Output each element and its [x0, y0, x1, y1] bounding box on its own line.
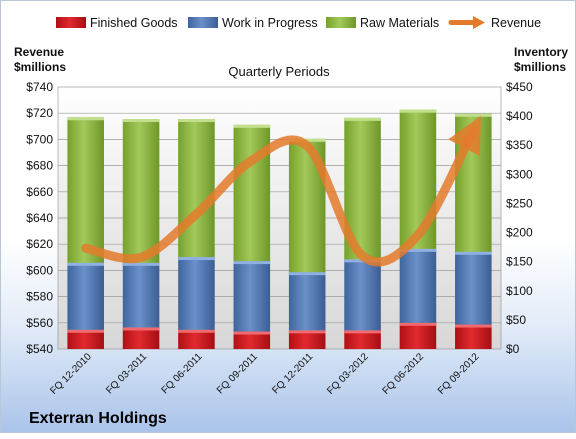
bar-top-raw-materials [178, 119, 215, 122]
bar-top-finished-goods [123, 327, 160, 330]
right-tick-label: $350 [506, 138, 533, 152]
bar-top-work-in-progress [234, 261, 271, 264]
right-tick-label: $150 [506, 255, 533, 269]
right-tick-label: $200 [506, 226, 533, 240]
left-tick-label: $540 [26, 342, 53, 356]
bar-finished-goods [455, 325, 492, 349]
left-tick-label: $660 [26, 185, 53, 199]
legend-swatch-finished-goods [56, 17, 86, 28]
x-tick-label: FQ 06-2012 [381, 351, 427, 397]
bar-top-raw-materials [400, 110, 437, 113]
right-axis-title-line2: $millions [514, 60, 566, 74]
chart-title: Quarterly Periods [228, 64, 330, 79]
bar-top-work-in-progress [289, 272, 326, 275]
bar-work-in-progress [234, 261, 271, 331]
bar-top-raw-materials [455, 114, 492, 117]
bar-top-finished-goods [67, 330, 104, 333]
bar-top-finished-goods [455, 325, 492, 328]
legend-item-raw-materials: Raw Materials [326, 16, 439, 30]
left-tick-label: $740 [26, 80, 53, 94]
bar-top-finished-goods [178, 330, 215, 333]
bar-top-raw-materials [123, 119, 160, 122]
left-tick-label: $700 [26, 132, 53, 146]
legend-item-finished-goods: Finished Goods [56, 16, 178, 30]
legend-label-work-in-progress: Work in Progress [222, 16, 318, 30]
bar-work-in-progress [455, 252, 492, 325]
x-tick-label: FQ 06-2011 [160, 351, 205, 396]
right-tick-label: $400 [506, 109, 533, 123]
bar-top-work-in-progress [67, 263, 104, 266]
left-tick-label: $580 [26, 290, 53, 304]
bar-raw-materials [234, 125, 271, 261]
left-tick-label: $560 [26, 316, 53, 330]
bar-raw-materials [67, 117, 104, 263]
bar-work-in-progress [123, 263, 160, 328]
bar-top-raw-materials [234, 125, 271, 128]
bar-finished-goods [123, 327, 160, 349]
right-tick-label: $300 [506, 167, 533, 181]
company-name: Exterran Holdings [29, 410, 167, 427]
left-axis-title-line2: $millions [14, 60, 66, 74]
right-axis-title-line1: Inventory [514, 45, 568, 59]
legend-label-finished-goods: Finished Goods [90, 16, 178, 30]
legend-arrow-revenue [473, 16, 485, 29]
bar-top-work-in-progress [123, 263, 160, 266]
right-tick-label: $100 [506, 284, 533, 298]
left-tick-label: $600 [26, 263, 53, 277]
right-tick-label: $0 [506, 342, 520, 356]
x-tick-label: FQ 09-2011 [215, 351, 260, 396]
right-tick-label: $50 [506, 313, 526, 327]
bar-top-work-in-progress [455, 252, 492, 255]
bar-top-finished-goods [289, 330, 326, 333]
left-axis-title-line1: Revenue [14, 45, 64, 59]
legend-swatch-work-in-progress [188, 17, 218, 28]
x-tick-label: FQ 12-2010 [48, 351, 94, 397]
legend-item-revenue: Revenue [451, 16, 541, 30]
bar-top-finished-goods [400, 323, 437, 326]
left-tick-label: $720 [26, 106, 53, 120]
left-tick-label: $620 [26, 237, 53, 251]
bar-top-finished-goods [234, 332, 271, 335]
right-tick-label: $250 [506, 196, 533, 210]
x-tick-label: FQ 03-2012 [325, 351, 371, 397]
bar-work-in-progress [289, 272, 326, 330]
bar-raw-materials [178, 119, 215, 257]
bar-work-in-progress [178, 257, 215, 330]
left-tick-label: $680 [26, 159, 53, 173]
bar-work-in-progress [67, 263, 104, 330]
legend-swatch-raw-materials [326, 17, 356, 28]
bar-top-raw-materials [67, 117, 104, 120]
legend-label-revenue: Revenue [491, 16, 541, 30]
bar-finished-goods [400, 323, 437, 349]
legend-item-work-in-progress: Work in Progress [188, 16, 318, 30]
right-axis-ticks: $0 $50 $100 $150 $200 $250 $300 $350 $400 $450 [506, 80, 533, 356]
left-axis-ticks: $540 $560 $580 $600 $620 $640 $660 $680 $700 $720… [26, 80, 53, 356]
right-tick-label: $450 [506, 80, 533, 94]
legend: Finished Goods Work in Progress Raw Mate… [56, 16, 541, 30]
bar-raw-materials [123, 119, 160, 263]
x-tick-label: FQ 12-2011 [270, 351, 315, 396]
x-tick-label: FQ 09-2012 [436, 351, 482, 397]
bar-work-in-progress [344, 259, 381, 330]
legend-label-raw-materials: Raw Materials [360, 16, 439, 30]
x-tick-label: FQ 03-2011 [104, 351, 149, 396]
bar-top-work-in-progress [178, 257, 215, 260]
bar-top-raw-materials [344, 118, 381, 121]
bar-top-finished-goods [344, 330, 381, 333]
left-tick-label: $640 [26, 211, 53, 225]
bar-work-in-progress [400, 249, 437, 323]
